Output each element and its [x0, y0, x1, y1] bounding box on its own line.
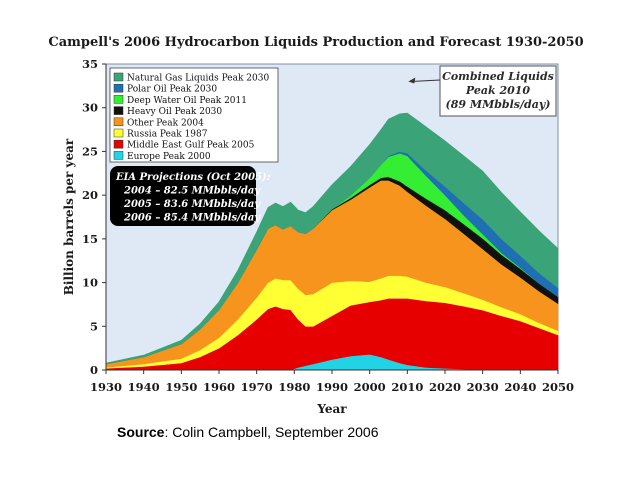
x-tick-label: 1990	[316, 380, 348, 394]
legend-label: Heavy Oil Peak 2030	[127, 107, 222, 117]
legend-swatch-natural-gas-liquids-peak-2030	[113, 72, 124, 82]
callout-arrowhead	[408, 77, 416, 84]
chart-title: Campell's 2006 Hydrocarbon Liquids Produ…	[48, 35, 583, 50]
x-tick-label: 1960	[203, 380, 235, 394]
y-tick-label: 35	[82, 57, 98, 71]
callout-arrow-line	[411, 79, 441, 82]
axes: 1930 1940 1950 1960 1970 1980 1990 2000 2010 2020…	[82, 57, 574, 394]
eia-line: 2005 – 83.6 MMbbls/day	[123, 199, 261, 210]
x-tick-label: 1980	[278, 380, 310, 394]
legend-swatch-heavy-oil-peak-2030	[113, 106, 124, 115]
y-tick-label: 10	[82, 276, 98, 290]
legend-label: Middle East Gulf Peak 2005	[127, 141, 255, 151]
legend-label: Russia Peak 1987	[127, 130, 208, 140]
legend-swatch-other-peak-2004	[113, 117, 124, 127]
y-tick-label: 20	[82, 188, 98, 202]
x-tick-label: 2050	[542, 380, 574, 394]
callout-line: Combined Liquids	[442, 70, 554, 83]
eia-line: EIA Projections (Oct 2005):	[115, 172, 271, 183]
legend-swatch-europe-peak-2000	[113, 151, 124, 160]
callout-line: Peak 2010	[465, 84, 531, 97]
legend-label: Polar Oil Peak 2030	[127, 85, 217, 95]
legend-label: Europe Peak 2000	[127, 152, 211, 162]
source-label: Source	[117, 424, 165, 440]
callout-line: (89 MMbbls/day)	[446, 98, 551, 111]
x-tick-label: 1940	[128, 380, 160, 394]
y-tick-label: 0	[90, 363, 98, 377]
eia-line: 2006 – 85.4 MMbbls/day	[123, 213, 261, 224]
legend-swatch-polar-oil-peak-2030	[113, 83, 124, 93]
eia-line: 2004 – 82.5 MMbbls/day	[123, 186, 261, 197]
legend-label: Deep Water Oil Peak 2011	[127, 96, 247, 106]
source-text: : Colin Campbell, September 2006	[164, 424, 379, 440]
source-credit: Source: Colin Campbell, September 2006	[117, 424, 378, 440]
x-tick-label: 2020	[429, 380, 461, 394]
legend-label: Natural Gas Liquids Peak 2030	[127, 74, 269, 84]
x-tick-label: 2000	[354, 380, 386, 394]
x-tick-label: 1950	[165, 380, 197, 394]
y-tick-label: 30	[82, 101, 98, 115]
eia-box-bg	[110, 166, 256, 226]
eia-projections-box: EIA Projections (Oct 2005): 2004 – 82.5 M…	[110, 166, 271, 226]
callout-box	[439, 65, 557, 117]
x-tick-label: 2040	[504, 380, 536, 394]
area-natural-gas-liquids-peak-2030	[105, 112, 559, 365]
y-tick-label: 15	[82, 232, 98, 246]
x-axis-label: Year	[316, 402, 347, 416]
y-tick-label: 25	[82, 144, 98, 158]
legend-swatch-middle-east-gulf-peak-2005	[113, 139, 124, 149]
legend-swatch-russia-peak-1987	[113, 128, 124, 138]
y-axis-label: Billion barrels per year	[62, 138, 76, 295]
y-tick-label: 5	[90, 319, 98, 333]
legend-box	[109, 67, 279, 163]
legend-swatch-deep-water-oil-peak-2011	[113, 95, 124, 104]
stacked-areas	[105, 112, 559, 371]
x-tick-label: 2030	[467, 380, 499, 394]
x-tick-label: 2010	[391, 380, 423, 394]
legend-label: Other Peak 2004	[127, 118, 204, 128]
x-tick-label: 1930	[90, 380, 122, 394]
x-tick-label: 1970	[241, 380, 273, 394]
